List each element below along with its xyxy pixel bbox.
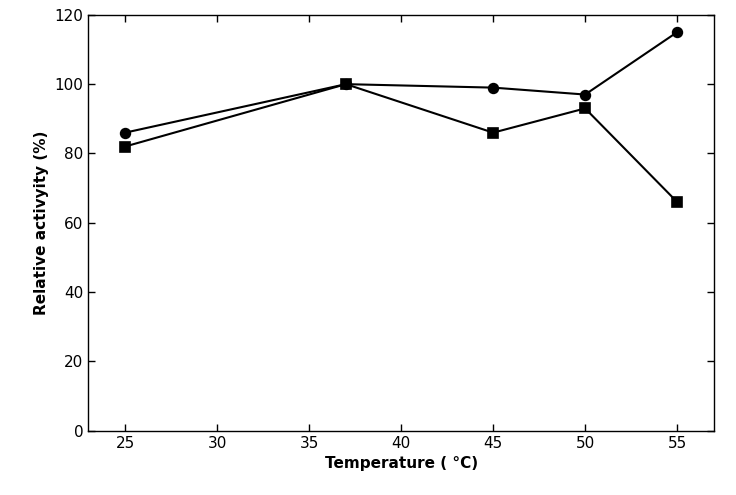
X-axis label: Temperature ( °C): Temperature ( °C)	[325, 456, 478, 471]
Y-axis label: Relative activyity (%): Relative activyity (%)	[34, 131, 49, 315]
